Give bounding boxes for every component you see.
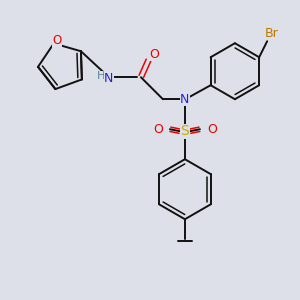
Text: Br: Br	[264, 27, 278, 40]
Text: S: S	[181, 124, 189, 138]
Text: O: O	[52, 34, 62, 47]
Text: O: O	[207, 123, 217, 136]
Text: N: N	[180, 93, 190, 106]
Text: H: H	[97, 71, 105, 81]
Text: O: O	[149, 48, 159, 61]
Text: O: O	[153, 123, 163, 136]
Text: N: N	[104, 72, 114, 85]
